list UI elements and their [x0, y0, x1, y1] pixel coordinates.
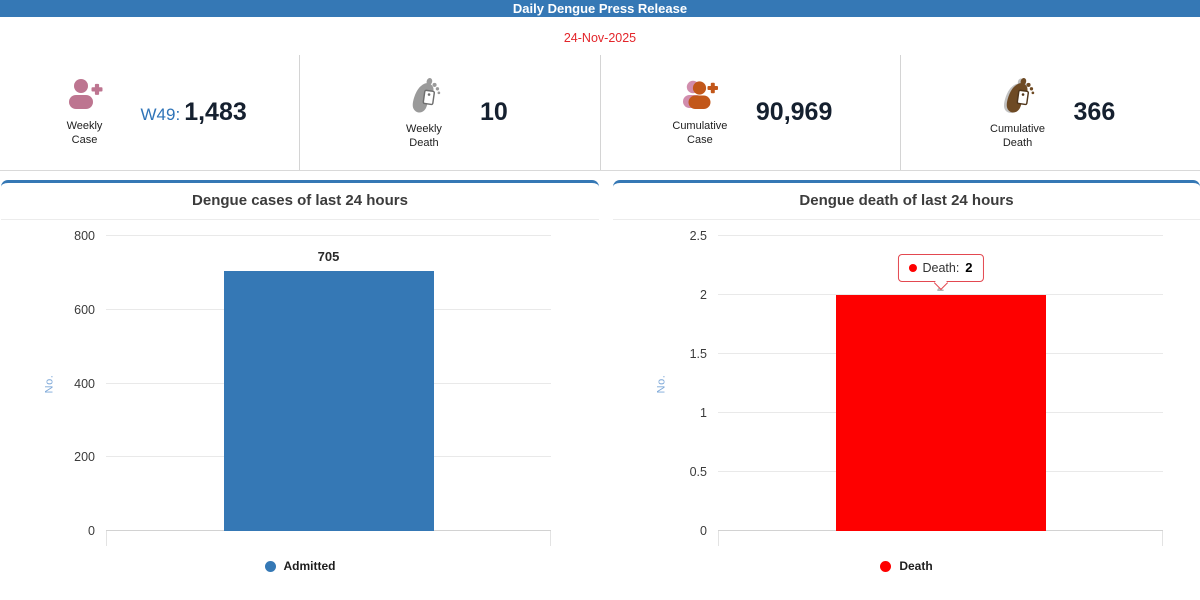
y-axis-tick-label: 1.5	[689, 347, 707, 361]
y-axis-tick-label: 0	[88, 524, 95, 538]
chart-panel-deaths: Dengue death of last 24 hours 0 0.5 1 1.5 2 2…	[613, 180, 1200, 580]
stat-card-cumulative-death: Cumulative Death 366	[899, 55, 1200, 170]
stat-number: 1,483	[184, 98, 247, 126]
weekly-death-icon-block: Weekly Death	[392, 75, 456, 151]
stat-value-weekly-case: W49: 1,483	[141, 98, 247, 127]
cumulative-death-icon-block: Cumulative Death	[986, 75, 1050, 151]
chart-legend[interactable]: Admitted	[1, 559, 599, 573]
chart-tooltip: Death: 2	[897, 254, 984, 290]
legend-label: Admitted	[283, 559, 336, 573]
cumulative-case-icon-block: Cumulative Case	[668, 78, 732, 148]
y-axis-title: No.	[43, 374, 56, 393]
legend-marker	[880, 560, 892, 572]
person-add-icon	[65, 78, 105, 117]
tooltip-value: 2	[965, 260, 973, 275]
y-axis-tick-label: 1	[700, 406, 707, 420]
x-axis-endcap	[106, 531, 107, 546]
chart-title: Dengue death of last 24 hours	[613, 183, 1200, 220]
people-add-icon	[680, 78, 720, 117]
foot-tag-icon	[1000, 75, 1036, 120]
admitted-bar[interactable]	[223, 271, 434, 531]
weekly-case-icon-block: Weekly Case	[53, 78, 117, 148]
stat-number: 366	[1073, 98, 1116, 126]
y-axis-tick-label: 800	[74, 229, 95, 243]
death-bar[interactable]	[835, 295, 1046, 531]
y-axis-tick-label: 2.5	[689, 229, 707, 243]
y-axis-tick-label: 2	[700, 288, 707, 302]
x-axis-endcap	[550, 531, 551, 546]
stat-card-cumulative-case: Cumulative Case 90,969	[599, 55, 900, 170]
stat-label: Weekly Death	[406, 122, 442, 149]
chart-legend[interactable]: Death	[613, 559, 1200, 573]
x-axis-endcap	[1162, 531, 1163, 546]
week-number-prefix: W49:	[140, 105, 181, 124]
stat-label: Weekly Case	[66, 119, 103, 146]
chart-panel-cases: Dengue cases of last 24 hours 0 200 400 600…	[1, 180, 599, 580]
summary-stats-row: Weekly Case W49: 1,483	[0, 55, 1200, 171]
stat-number: 90,969	[755, 98, 833, 126]
y-axis-tick-label: 0.5	[689, 465, 707, 479]
stat-card-weekly-case: Weekly Case W49: 1,483	[0, 55, 299, 170]
y-axis-tick-label: 600	[74, 302, 95, 317]
legend-marker	[264, 560, 276, 572]
foot-tag-icon	[406, 75, 442, 120]
report-date: 24-Nov-2025	[563, 31, 637, 45]
gridline	[718, 294, 1163, 295]
tooltip-pointer	[933, 275, 948, 290]
stat-label: Cumulative Death	[990, 122, 1046, 149]
page-title: Daily Dengue Press Release	[0, 0, 1200, 17]
stat-label: Cumulative Case	[672, 119, 728, 146]
stat-value-cumulative-case: 90,969	[756, 98, 832, 127]
stat-number: 10	[479, 98, 508, 126]
stat-value-cumulative-death: 366	[1074, 98, 1116, 127]
y-axis-tick-label: 0	[700, 524, 707, 538]
deaths-plot-area: 0 0.5 1 1.5 2 2.5 No. 2 Death: 2	[655, 229, 1163, 546]
tooltip-series-label: Death:	[922, 260, 960, 275]
cases-plot-area: 0 200 400 600 800 No. 705	[43, 229, 551, 546]
gridline	[106, 235, 551, 236]
y-axis-tick-label: 400	[74, 376, 95, 391]
legend-label: Death	[899, 559, 933, 573]
x-axis-endcap	[718, 531, 719, 546]
chart-title: Dengue cases of last 24 hours	[1, 183, 599, 220]
tooltip-series-dot	[908, 263, 917, 272]
gridline	[718, 235, 1163, 236]
stat-card-weekly-death: Weekly Death 10	[299, 55, 599, 170]
bar-data-label: 705	[317, 249, 340, 265]
y-axis-tick-label: 200	[74, 450, 95, 465]
y-axis-title: No.	[655, 374, 668, 393]
stat-value-weekly-death: 10	[480, 98, 508, 127]
